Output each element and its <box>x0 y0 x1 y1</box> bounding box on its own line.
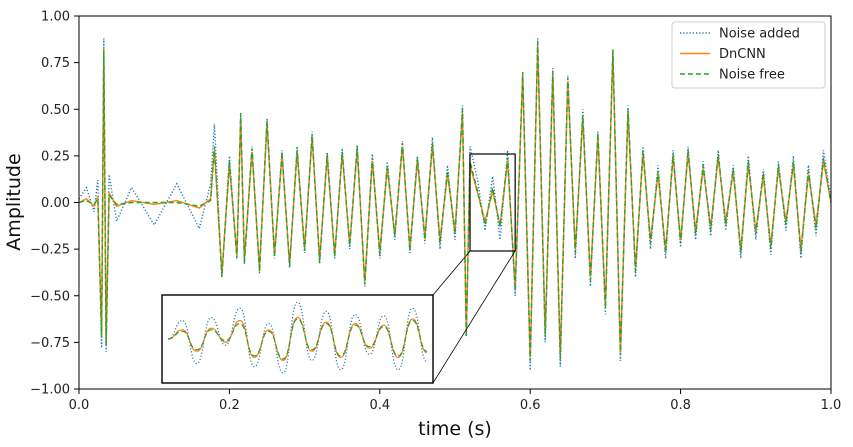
y-tick-label: −1.00 <box>30 383 70 398</box>
inset-line-noise-added <box>167 301 428 374</box>
x-tick-label: 0.0 <box>69 398 90 413</box>
series-line-noise-free <box>78 42 832 362</box>
inset-connector <box>432 250 516 384</box>
y-axis-label: Amplitude <box>3 153 25 250</box>
inset-line-dncnn <box>167 316 428 362</box>
y-tick-label: 0.75 <box>41 56 70 71</box>
legend: Noise added DnCNN Noise free <box>671 21 826 89</box>
x-tick-label: 0.6 <box>520 398 541 413</box>
x-tick-label: 0.4 <box>369 398 390 413</box>
inset-line-noise-free <box>167 318 428 360</box>
y-tick-label: 0.00 <box>41 196 70 211</box>
x-tick-label: 0.8 <box>670 398 691 413</box>
y-axis: 1.00 0.75 0.50 0.25 0.00 −0.25 −0.50 −0.75 −1.00 <box>30 10 79 398</box>
legend-label-noise-free: Noise free <box>719 68 785 83</box>
x-axis: 0.0 0.2 0.4 0.6 0.8 1.0 <box>69 389 842 413</box>
plot-lines <box>78 38 832 371</box>
inset-connector <box>432 250 471 296</box>
y-tick-label: 1.00 <box>41 10 70 25</box>
inset-zoom <box>161 153 516 384</box>
x-axis-label: time (s) <box>418 418 492 440</box>
y-tick-label: −0.50 <box>30 289 70 304</box>
legend-box <box>671 21 826 89</box>
x-tick-label: 1.0 <box>821 398 842 413</box>
y-tick-label: 0.25 <box>41 149 70 164</box>
legend-label-dncnn: DnCNN <box>719 47 766 62</box>
y-tick-label: 0.50 <box>41 103 70 118</box>
y-tick-label: −0.75 <box>30 336 70 351</box>
inset-box <box>161 294 434 384</box>
zoom-region-box <box>469 153 516 252</box>
legend-label-noise-added: Noise added <box>719 27 800 42</box>
x-tick-label: 0.2 <box>219 398 240 413</box>
y-tick-label: −0.25 <box>30 243 70 258</box>
